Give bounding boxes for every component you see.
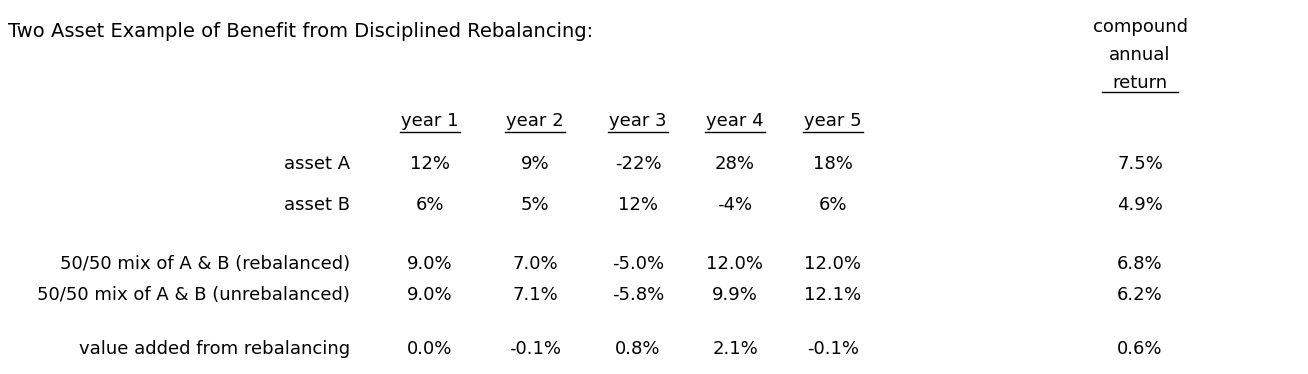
Text: -0.1%: -0.1%: [807, 340, 859, 358]
Text: 7.0%: 7.0%: [513, 255, 557, 273]
Text: 9.0%: 9.0%: [407, 255, 453, 273]
Text: asset B: asset B: [284, 196, 351, 214]
Text: -22%: -22%: [615, 155, 662, 173]
Text: return: return: [1112, 74, 1168, 92]
Text: Two Asset Example of Benefit from Disciplined Rebalancing:: Two Asset Example of Benefit from Discip…: [8, 22, 593, 41]
Text: 7.1%: 7.1%: [513, 286, 559, 304]
Text: 18%: 18%: [814, 155, 853, 173]
Text: 9.0%: 9.0%: [407, 286, 453, 304]
Text: year 1: year 1: [402, 112, 459, 130]
Text: 7.5%: 7.5%: [1117, 155, 1163, 173]
Text: 6%: 6%: [416, 196, 445, 214]
Text: 28%: 28%: [715, 155, 755, 173]
Text: 12%: 12%: [409, 155, 450, 173]
Text: 50/50 mix of A & B (rebalanced): 50/50 mix of A & B (rebalanced): [60, 255, 351, 273]
Text: year 5: year 5: [804, 112, 862, 130]
Text: 6.8%: 6.8%: [1117, 255, 1163, 273]
Text: 12%: 12%: [617, 196, 658, 214]
Text: asset A: asset A: [284, 155, 351, 173]
Text: 9.9%: 9.9%: [712, 286, 757, 304]
Text: 2.1%: 2.1%: [712, 340, 757, 358]
Text: 12.1%: 12.1%: [804, 286, 862, 304]
Text: 12.0%: 12.0%: [804, 255, 862, 273]
Text: -4%: -4%: [717, 196, 752, 214]
Text: -5.8%: -5.8%: [612, 286, 664, 304]
Text: annual: annual: [1109, 46, 1171, 64]
Text: 5%: 5%: [521, 196, 549, 214]
Text: 12.0%: 12.0%: [706, 255, 764, 273]
Text: 6%: 6%: [819, 196, 848, 214]
Text: -0.1%: -0.1%: [509, 340, 561, 358]
Text: compound: compound: [1092, 18, 1188, 36]
Text: 0.8%: 0.8%: [615, 340, 661, 358]
Text: year 3: year 3: [610, 112, 667, 130]
Text: 0.0%: 0.0%: [407, 340, 453, 358]
Text: year 2: year 2: [506, 112, 564, 130]
Text: -5.0%: -5.0%: [612, 255, 664, 273]
Text: 0.6%: 0.6%: [1117, 340, 1163, 358]
Text: 4.9%: 4.9%: [1117, 196, 1163, 214]
Text: year 4: year 4: [706, 112, 764, 130]
Text: 9%: 9%: [521, 155, 549, 173]
Text: value added from rebalancing: value added from rebalancing: [78, 340, 351, 358]
Text: 6.2%: 6.2%: [1117, 286, 1163, 304]
Text: 50/50 mix of A & B (unrebalanced): 50/50 mix of A & B (unrebalanced): [37, 286, 351, 304]
